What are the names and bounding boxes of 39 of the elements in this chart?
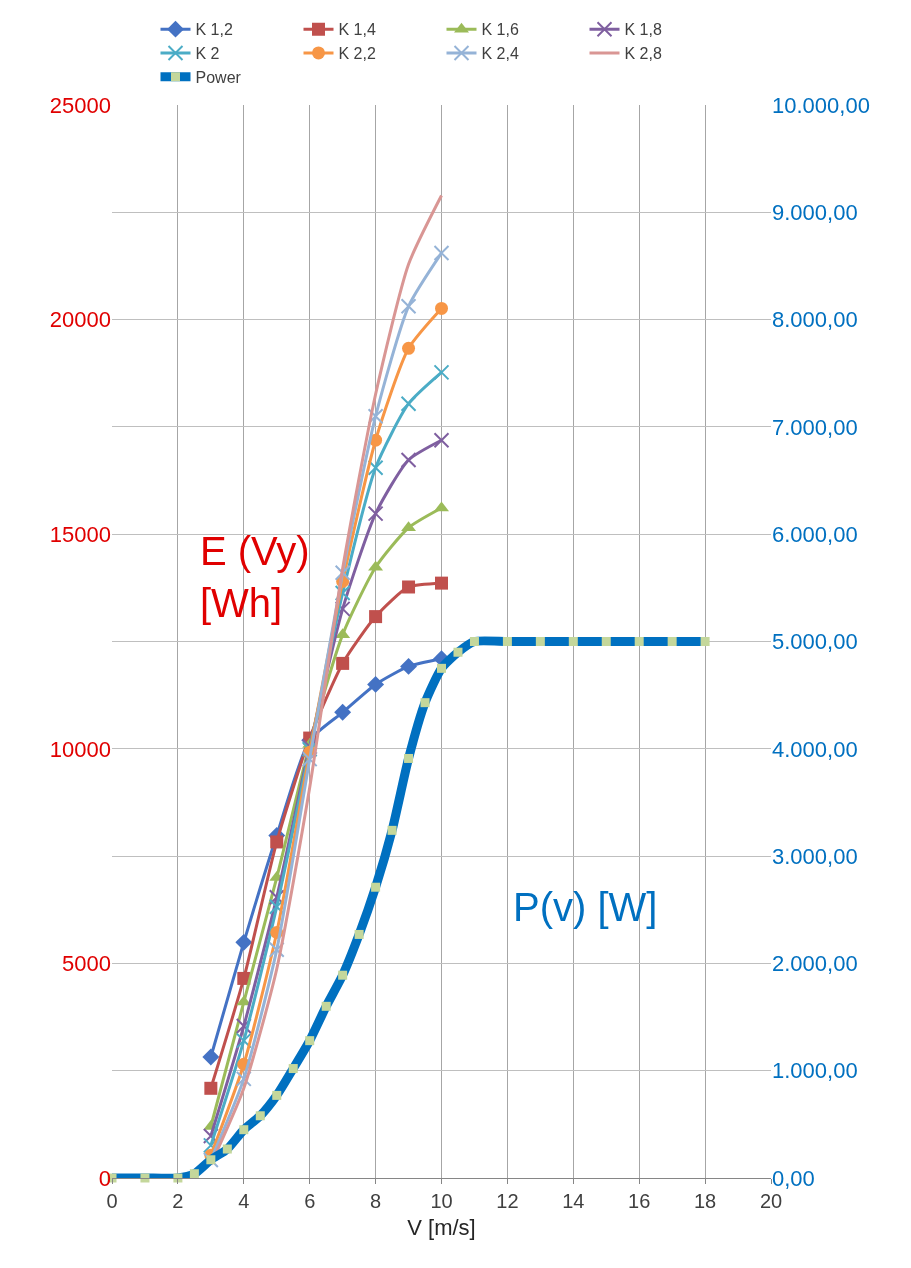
y2-tick-label: 4.000,00 — [772, 736, 858, 762]
legend-label: K 2 — [195, 45, 220, 63]
legend-label: K 1,6 — [481, 21, 519, 39]
y-tick-label: 20000 — [49, 307, 111, 333]
legend-label: K 1,4 — [338, 21, 376, 39]
y-tick-label: 5000 — [62, 951, 111, 977]
y-tick-label: 25000 — [49, 92, 111, 118]
x-tick-label: 10 — [430, 1190, 453, 1212]
x-tick-label: 2 — [172, 1190, 184, 1212]
legend-label: K 1,8 — [624, 21, 662, 39]
y2-tick-label: 10.000,00 — [772, 92, 870, 118]
y2-tick-label: 5.000,00 — [772, 629, 858, 655]
legend-label: K 2,2 — [338, 45, 376, 63]
y2-tick-label: 8.000,00 — [772, 307, 858, 333]
y-tick-label: 15000 — [49, 521, 111, 547]
y-tick-label: 0 — [98, 1165, 111, 1191]
y2-tick-label: 6.000,00 — [772, 521, 858, 547]
legend-label: K 1,2 — [195, 21, 233, 39]
x-tick-label: 18 — [693, 1190, 717, 1212]
annotation: E (Vy) [Wh] — [200, 529, 310, 625]
y2-tick-label: 7.000,00 — [772, 414, 858, 440]
legend-label: K 2,4 — [481, 45, 519, 63]
y2-tick-label: 3.000,00 — [772, 843, 858, 869]
legend-label: Power — [195, 69, 242, 87]
y2-tick-label: 9.000,00 — [772, 200, 858, 225]
x-tick-label: 6 — [304, 1190, 316, 1212]
x-tick-label: 12 — [496, 1190, 519, 1212]
annotation: P(v) [W] — [513, 885, 658, 929]
y2-tick-label: 2.000,00 — [772, 951, 858, 977]
y2-tick-label: 1.000,00 — [772, 1058, 858, 1084]
x-tick-label: 20 — [759, 1190, 783, 1212]
legend-label: K 2,8 — [624, 45, 662, 63]
x-tick-label: 8 — [370, 1190, 382, 1212]
x-axis-title: V [m/s] — [407, 1214, 476, 1240]
y-tick-label: 10000 — [49, 736, 111, 762]
x-tick-label: 16 — [628, 1190, 651, 1212]
x-tick-label: 14 — [562, 1190, 585, 1212]
y2-tick-label: 0,00 — [772, 1165, 815, 1191]
x-tick-label: 4 — [238, 1190, 250, 1212]
